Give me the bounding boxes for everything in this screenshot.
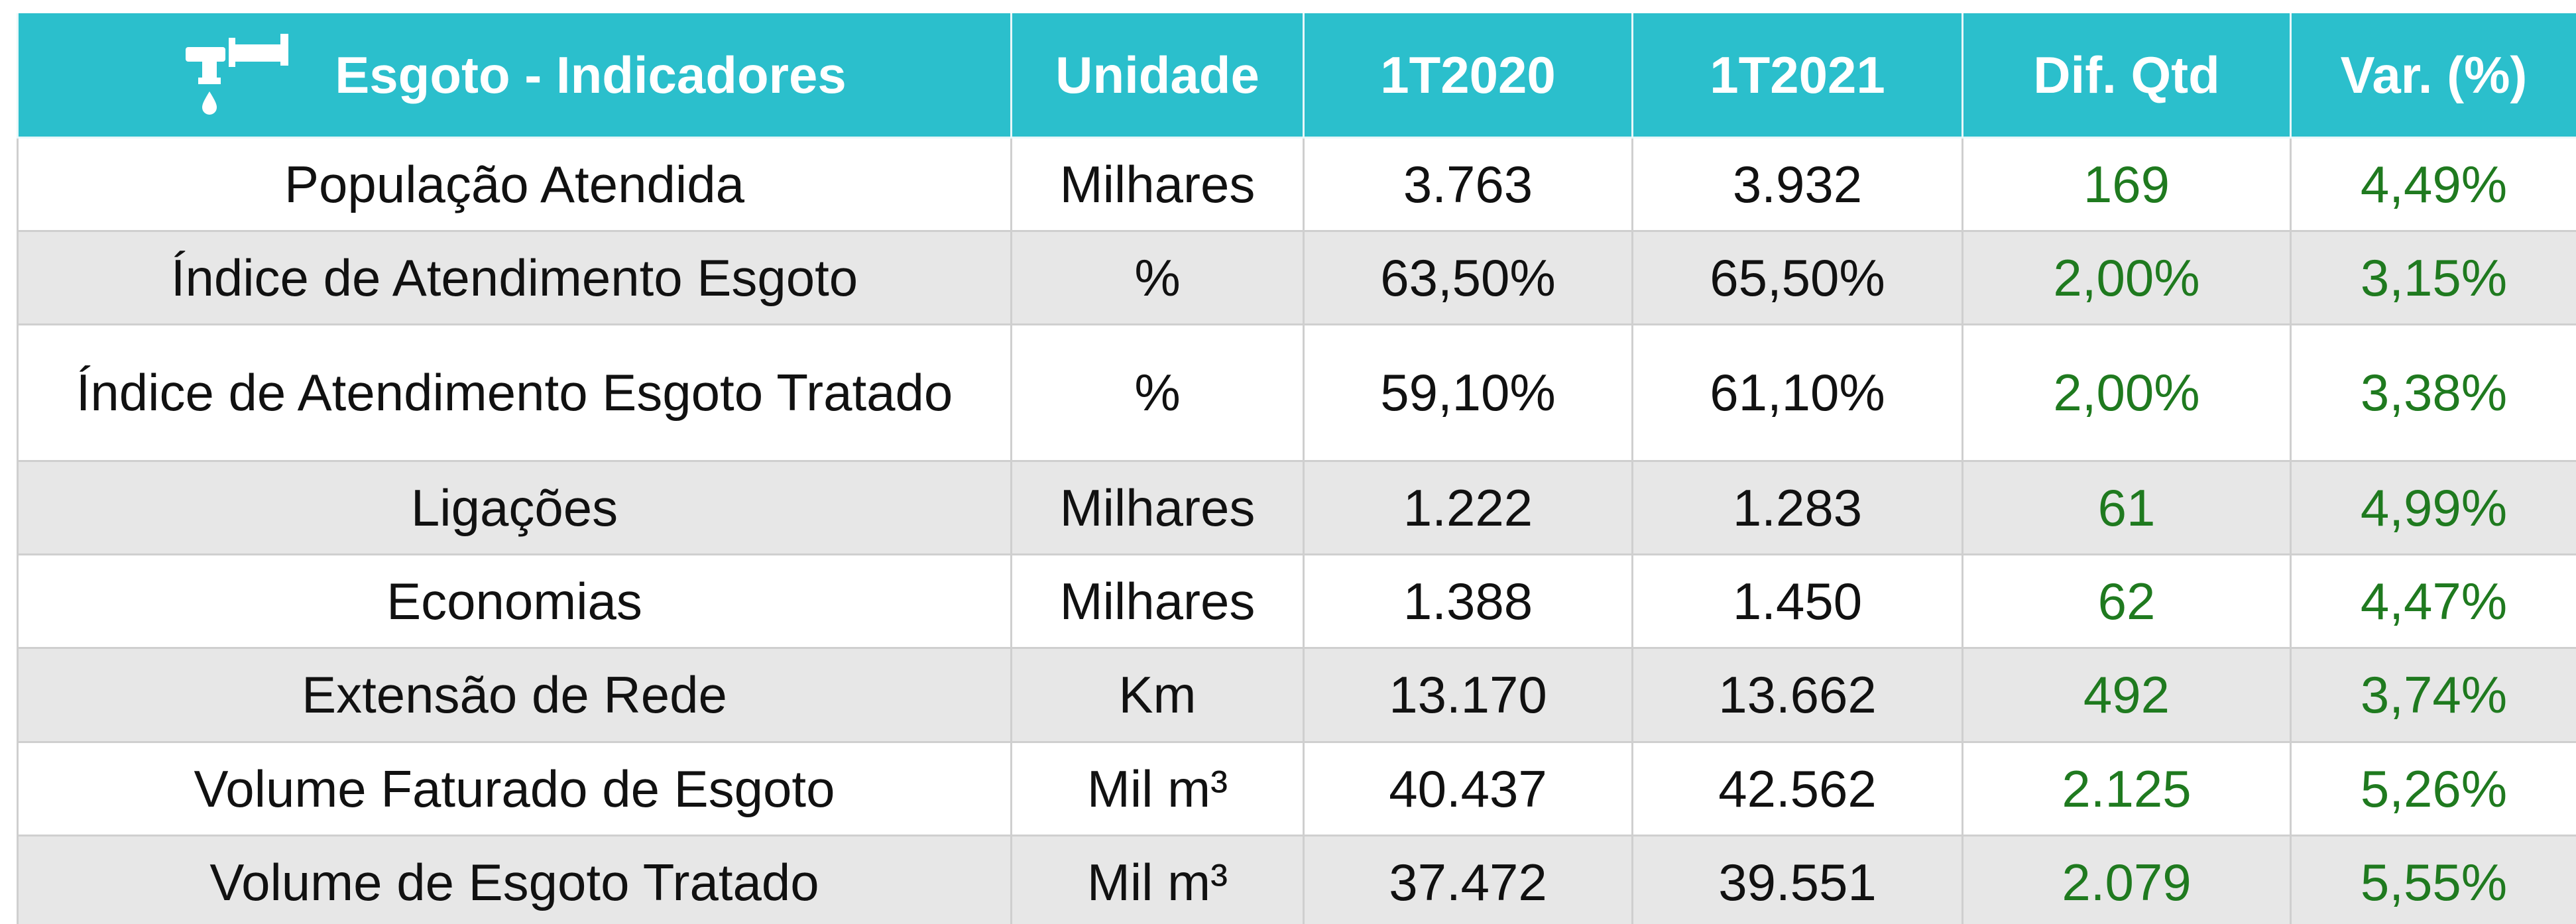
table-cell: Extensão de Rede [17,647,1012,743]
header-text: Esgoto - Indicadores [335,45,847,104]
table-cell: 65,50% [1631,230,1963,325]
table-body: População Atendida Milhares 3.763 3.932 169 4… [17,137,2576,924]
header-cell: 1T2021 [1631,13,1963,139]
table-cell: 1.450 [1631,553,1963,649]
table-cell: 61 [1961,460,2292,555]
table-cell: 169 [1961,137,2292,232]
table-cell: % [1010,323,1305,462]
table-cell: 4,47% [2290,553,2576,649]
header-cell: Dif. Qtd [1961,13,2292,139]
table-row: Ligações Milhares 1.222 1.283 61 4,99% [17,460,2576,555]
header-text: Dif. Qtd [2033,45,2220,104]
table-cell: 62 [1961,553,2292,649]
table-cell: 3,38% [2290,323,2576,462]
table-cell: 13.170 [1303,647,1633,743]
header-cell: 1T2020 [1303,13,1633,139]
table-cell: Mil m³ [1010,835,1305,924]
header-cell: Esgoto - Indicadores [17,13,1012,139]
table-cell: 63,50% [1303,230,1633,325]
table-cell: 1.388 [1303,553,1633,649]
header-text: 1T2020 [1380,45,1556,104]
table-row: Volume de Esgoto Tratado Mil m³ 37.472 39.5… [17,835,2576,924]
table-cell: 40.437 [1303,741,1633,837]
table-cell: 2.079 [1961,835,2292,924]
table-cell: 5,26% [2290,741,2576,837]
header-text: 1T2021 [1710,45,1885,104]
header-cell: Var. (%) [2290,13,2576,139]
table-cell: Mil m³ [1010,741,1305,837]
table-cell: % [1010,230,1305,325]
table-row: Índice de Atendimento Esgoto% 63,50% 65,50… [17,230,2576,325]
table-cell: 1.283 [1631,460,1963,555]
header-text: Var. (%) [2340,45,2528,104]
table-cell: 4,49% [2290,137,2576,232]
table-cell: Economias [17,553,1012,649]
table-cell: 492 [1961,647,2292,743]
table-cell: Índice de Atendimento Esgoto [17,230,1012,325]
table-cell: 4,99% [2290,460,2576,555]
table-row: Economias Milhares 1.388 1.450 62 4,47% [17,553,2576,649]
header-wrap: Esgoto - Indicadores [20,29,1010,121]
table-cell: Volume de Esgoto Tratado [17,835,1012,924]
table-cell: Volume Faturado de Esgoto [17,741,1012,837]
table-cell: 2.125 [1961,741,2292,837]
table-cell: 5,55% [2290,835,2576,924]
table-cell: 3.763 [1303,137,1633,232]
table-cell: Milhares [1010,460,1305,555]
table-cell: Km [1010,647,1305,743]
indicator-table: Esgoto - Indicadores Unidade 1T2020 1T2021 D… [17,13,2576,924]
table-row: Extensão de Rede Km 13.170 13.662 492 3,74% [17,647,2576,743]
table-cell: 13.662 [1631,647,1963,743]
header-cell: Unidade [1010,13,1305,139]
table-cell: Milhares [1010,137,1305,232]
table-cell: 3,74% [2290,647,2576,743]
table-cell: 39.551 [1631,835,1963,924]
table-cell: 59,10% [1303,323,1633,462]
table-cell: 61,10% [1631,323,1963,462]
table-cell: 2,00% [1961,323,2292,462]
table-row: População Atendida Milhares 3.763 3.932 169 4… [17,137,2576,232]
table-cell: Milhares [1010,553,1305,649]
table-row: Volume Faturado de Esgoto Mil m³ 40.437 42.… [17,741,2576,837]
table-cell: 37.472 [1303,835,1633,924]
table-cell: Ligações [17,460,1012,555]
table-cell: População Atendida [17,137,1012,232]
sewer-icon [186,34,289,115]
table-cell: Índice de Atendimento Esgoto Tratado [17,323,1012,462]
table-cell: 3,15% [2290,230,2576,325]
table-cell: 3.932 [1631,137,1963,232]
table-row: Índice de Atendimento Esgoto Tratado% 59,… [17,323,2576,462]
header-row: Esgoto - Indicadores Unidade 1T2020 1T2021 D… [17,13,2576,139]
table-cell: 42.562 [1631,741,1963,837]
table-cell: 1.222 [1303,460,1633,555]
header-text: Unidade [1055,45,1259,104]
table-cell: 2,00% [1961,230,2292,325]
